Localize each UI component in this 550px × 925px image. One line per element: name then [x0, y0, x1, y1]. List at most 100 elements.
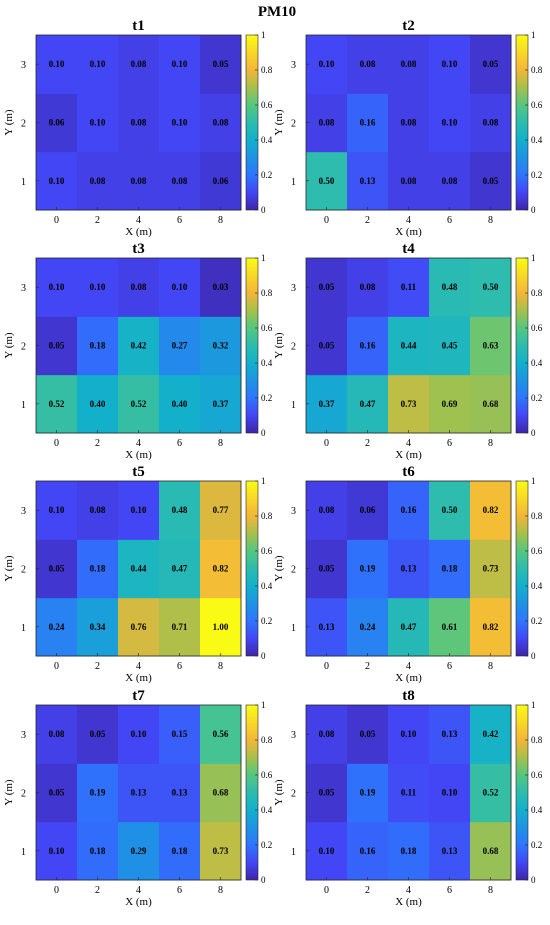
- heatmap-cell: [470, 35, 512, 94]
- heatmap-cell: [159, 374, 201, 434]
- y-tick-label: 2: [21, 789, 26, 800]
- heatmap-cell: [159, 597, 201, 657]
- y-tick-label: 1: [21, 847, 26, 858]
- colorbar: [515, 704, 529, 881]
- x-tick-label: 8: [488, 661, 493, 672]
- cell-value-label: 0.13: [131, 788, 147, 798]
- y-axis-label: Y (m): [3, 332, 15, 359]
- cell-value-label: 0.68: [213, 788, 229, 798]
- cell-value-label: 0.05: [213, 59, 229, 69]
- y-axis-label: Y (m): [273, 555, 285, 582]
- heatmap-cell: [306, 151, 348, 211]
- x-tick-label: 0: [54, 438, 59, 449]
- cell-value-label: 0.19: [360, 788, 376, 798]
- heatmap-cell: [470, 597, 512, 657]
- x-tick-label: 0: [54, 661, 59, 672]
- cell-value-label: 0.13: [319, 622, 335, 632]
- heatmap-cell: [429, 316, 471, 376]
- colorbar-tick-label: 0.2: [531, 170, 542, 180]
- cell-value-label: 0.18: [90, 564, 106, 574]
- colorbar-tick-label: 0.4: [261, 358, 273, 368]
- panel-title: t7: [132, 688, 145, 704]
- heatmap-cell: [77, 93, 119, 153]
- colorbar-tick-label: 0.4: [531, 135, 543, 145]
- cell-value-label: 0.48: [442, 282, 458, 292]
- panel-title: t4: [402, 241, 415, 257]
- cell-value-label: 0.08: [401, 176, 417, 186]
- cell-value-label: 0.18: [90, 846, 106, 856]
- heatmap-cell: [429, 821, 471, 881]
- cell-value-label: 0.34: [90, 622, 106, 632]
- heatmap-cell: [470, 93, 512, 153]
- heatmap-cell: [36, 35, 78, 94]
- colorbar-tick-label: 0.6: [261, 100, 273, 110]
- x-tick-label: 4: [136, 215, 141, 226]
- colorbar-tick-label: 0.6: [531, 100, 543, 110]
- colorbar-tick-label: 0.4: [261, 805, 273, 815]
- cell-value-label: 0.24: [360, 622, 376, 632]
- heatmap-cell: [36, 481, 78, 540]
- heatmap-cell: [388, 316, 430, 376]
- heatmap-cell: [118, 35, 160, 94]
- cell-value-label: 0.37: [213, 399, 229, 409]
- y-tick-label: 2: [291, 565, 296, 576]
- heatmap-cell: [347, 821, 389, 881]
- colorbar-tick-label: 1: [261, 476, 266, 486]
- cell-value-label: 0.68: [483, 399, 499, 409]
- y-tick-label: 3: [291, 506, 296, 517]
- y-tick-label: 1: [21, 177, 26, 188]
- heatmap-cell: [200, 705, 242, 764]
- cell-value-label: 0.05: [49, 788, 65, 798]
- heatmap-cell: [388, 93, 430, 153]
- colorbar-tick-label: 0.2: [531, 840, 542, 850]
- cell-value-label: 0.05: [483, 59, 499, 69]
- heatmap-cell: [200, 151, 242, 211]
- x-tick-label: 4: [136, 438, 141, 449]
- colorbar: [245, 704, 259, 881]
- x-axis-label: X (m): [395, 449, 422, 461]
- colorbar-tick-label: 0.8: [261, 511, 273, 521]
- cell-value-label: 0.08: [90, 505, 106, 515]
- y-axis-label: Y (m): [273, 779, 285, 806]
- cell-value-label: 0.73: [483, 564, 499, 574]
- cell-value-label: 0.10: [49, 505, 65, 515]
- heatmap-cell: [77, 151, 119, 211]
- heatmap-cell: [36, 93, 78, 153]
- x-axis-label: X (m): [125, 896, 152, 908]
- x-axis-label: X (m): [395, 896, 422, 908]
- cell-value-label: 0.50: [483, 282, 499, 292]
- cell-value-label: 0.06: [49, 118, 65, 128]
- cell-value-label: 0.68: [483, 846, 499, 856]
- heatmap-cell: [388, 597, 430, 657]
- x-tick-label: 4: [406, 661, 411, 672]
- cell-value-label: 0.11: [401, 282, 417, 292]
- cell-value-label: 0.13: [172, 788, 188, 798]
- cell-value-label: 0.05: [319, 564, 335, 574]
- heatmap-cell: [306, 481, 348, 540]
- heatmap-cell: [306, 316, 348, 376]
- heatmap-cell: [118, 374, 160, 434]
- heatmap-cell: [77, 374, 119, 434]
- x-axis-label: X (m): [125, 672, 152, 684]
- heatmap-cell: [36, 374, 78, 434]
- figure-title: PM10: [258, 4, 296, 20]
- panel-title: t2: [402, 18, 415, 34]
- heatmap-cell: [429, 93, 471, 153]
- heatmap-cell: [159, 93, 201, 153]
- x-tick-label: 6: [177, 215, 182, 226]
- cell-value-label: 0.63: [483, 341, 499, 351]
- heatmap-cell: [429, 258, 471, 317]
- heatmap-cell: [347, 763, 389, 823]
- colorbar-tick-label: 0.8: [261, 65, 273, 75]
- y-tick-label: 1: [291, 177, 296, 188]
- cell-value-label: 0.40: [172, 399, 188, 409]
- x-tick-label: 2: [365, 885, 370, 896]
- heatmap-cell: [200, 821, 242, 881]
- cell-value-label: 0.82: [213, 564, 229, 574]
- x-tick-label: 4: [136, 661, 141, 672]
- panel-title: t8: [402, 688, 415, 704]
- heatmap-cell: [347, 539, 389, 599]
- cell-value-label: 0.10: [319, 59, 335, 69]
- x-tick-label: 8: [488, 438, 493, 449]
